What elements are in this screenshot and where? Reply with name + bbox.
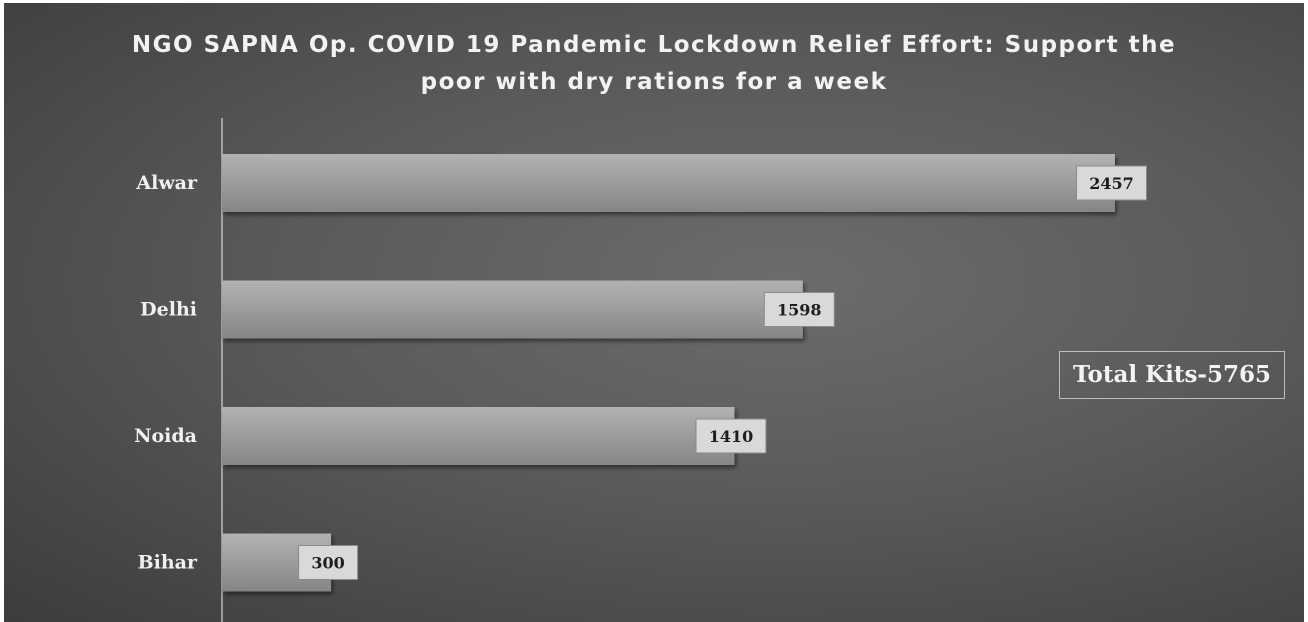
category-label-noida: Noida bbox=[134, 425, 197, 447]
data-label-noida: 1410 bbox=[709, 427, 754, 446]
bar-delhi bbox=[222, 280, 803, 339]
data-label-box-delhi bbox=[763, 292, 835, 327]
total-kits-annotation: Total Kits-5765 bbox=[1059, 351, 1285, 399]
bar-alwar bbox=[222, 154, 1115, 212]
bars: Alwar 2457 Delhi 1598 Noida 1410 Bihar 300 bbox=[134, 154, 1147, 592]
data-label-box-alwar bbox=[1076, 165, 1147, 201]
category-label-delhi: Delhi bbox=[140, 299, 197, 321]
category-label-alwar: Alwar bbox=[135, 172, 198, 194]
data-label-delhi: 1598 bbox=[777, 301, 822, 320]
category-label-bihar: Bihar bbox=[138, 552, 198, 574]
data-label-box-noida bbox=[695, 418, 767, 454]
bar-noida bbox=[222, 407, 735, 465]
chart-title-line-2: poor with dry rations for a week bbox=[420, 69, 888, 95]
data-label-box-bihar bbox=[298, 545, 359, 580]
data-label-bihar: 300 bbox=[311, 554, 344, 573]
chart-area: NGO SAPNA Op. COVID 19 Pandemic Lockdown… bbox=[4, 3, 1304, 622]
data-label-alwar: 2457 bbox=[1089, 174, 1134, 193]
chart-title-line-1: NGO SAPNA Op. COVID 19 Pandemic Lockdown… bbox=[131, 32, 1177, 58]
chart-title: NGO SAPNA Op. COVID 19 Pandemic Lockdown… bbox=[4, 27, 1304, 101]
bar-chart: Alwar 2457 Delhi 1598 Noida 1410 Bihar 300 bbox=[134, 118, 1147, 622]
